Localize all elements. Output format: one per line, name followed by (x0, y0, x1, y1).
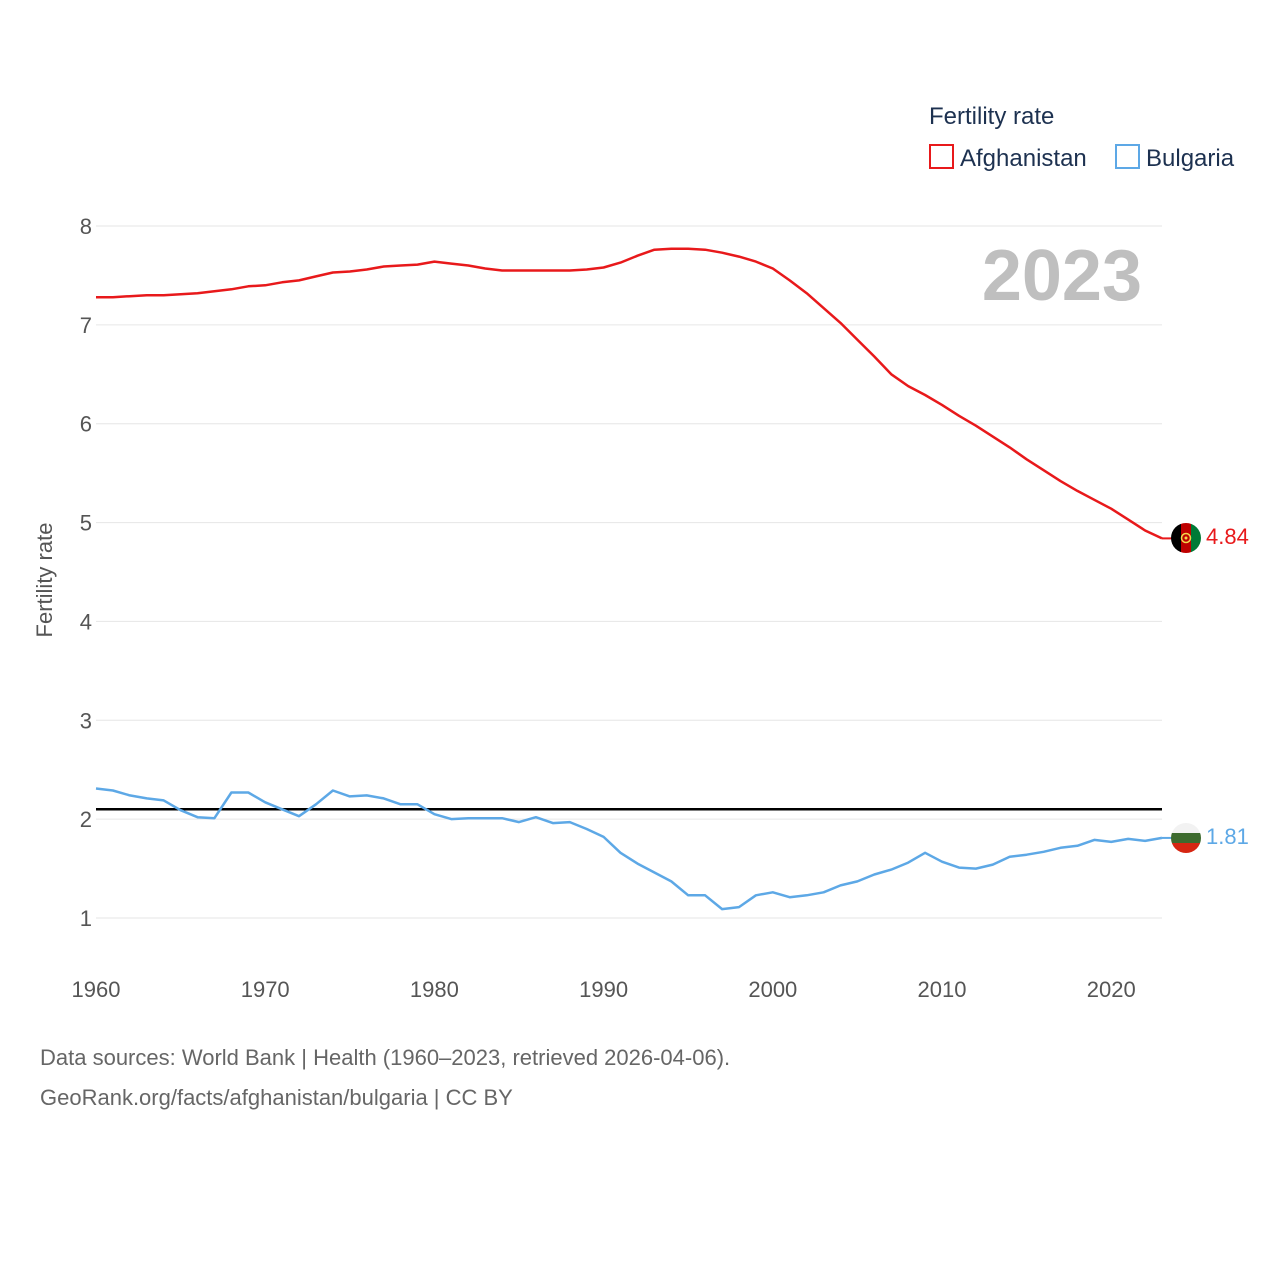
fertility-rate-chart: 1 2 3 4 5 6 7 8 1960 1970 1980 1990 2000 2010 2020 Fe… (32, 103, 1249, 1002)
x-tick-label: 2020 (1087, 977, 1136, 1002)
bulgaria-flag-icon (1171, 823, 1201, 853)
legend-item-afghanistan[interactable]: Afghanistan (929, 144, 1087, 172)
bulgaria-end-value: 1.81 (1206, 824, 1249, 849)
y-tick-label: 5 (80, 511, 92, 536)
afghanistan-end-value: 4.84 (1206, 524, 1249, 549)
series-line-afghanistan[interactable] (96, 247, 1163, 540)
y-axis-title: Fertility rate (32, 523, 57, 638)
attribution-link[interactable]: GeoRank.org/facts/afghanistan/bulgaria |… (40, 1085, 513, 1110)
y-tick-label: 4 (80, 609, 92, 634)
gridlines (96, 225, 1162, 919)
x-tick-label: 1980 (410, 977, 459, 1002)
series-line-bulgaria[interactable] (95, 787, 1163, 911)
legend-item-bulgaria[interactable]: Bulgaria (1115, 144, 1235, 172)
legend-label-bulgaria: Bulgaria (1146, 145, 1235, 172)
x-axis-ticks: 1960 1970 1980 1990 2000 2010 2020 (72, 977, 1136, 1002)
x-tick-label: 1970 (241, 977, 290, 1002)
y-tick-label: 1 (80, 906, 92, 931)
y-tick-label: 2 (80, 807, 92, 832)
y-tick-label: 8 (80, 214, 92, 239)
x-tick-label: 2000 (748, 977, 797, 1002)
legend-label-afghanistan: Afghanistan (960, 145, 1087, 172)
legend-swatch-bulgaria (1115, 144, 1140, 169)
year-label: 2023 (982, 236, 1142, 316)
legend-swatch-afghanistan (929, 144, 954, 169)
data-sources-note: Data sources: World Bank | Health (1960–… (40, 1045, 731, 1070)
series-end-markers: 4.84 1.81 (1171, 523, 1249, 853)
legend-title: Fertility rate (929, 103, 1054, 130)
x-tick-label: 1990 (579, 977, 628, 1002)
legend: Fertility rate Afghanistan Bulgaria (929, 103, 1235, 172)
series-lines (95, 247, 1172, 911)
y-tick-label: 3 (80, 708, 92, 733)
x-tick-label: 2010 (918, 977, 967, 1002)
y-axis-ticks: 1 2 3 4 5 6 7 8 (80, 214, 92, 931)
afghanistan-flag-icon (1171, 523, 1201, 553)
y-tick-label: 7 (80, 313, 92, 338)
x-tick-label: 1960 (72, 977, 121, 1002)
y-tick-label: 6 (80, 412, 92, 437)
